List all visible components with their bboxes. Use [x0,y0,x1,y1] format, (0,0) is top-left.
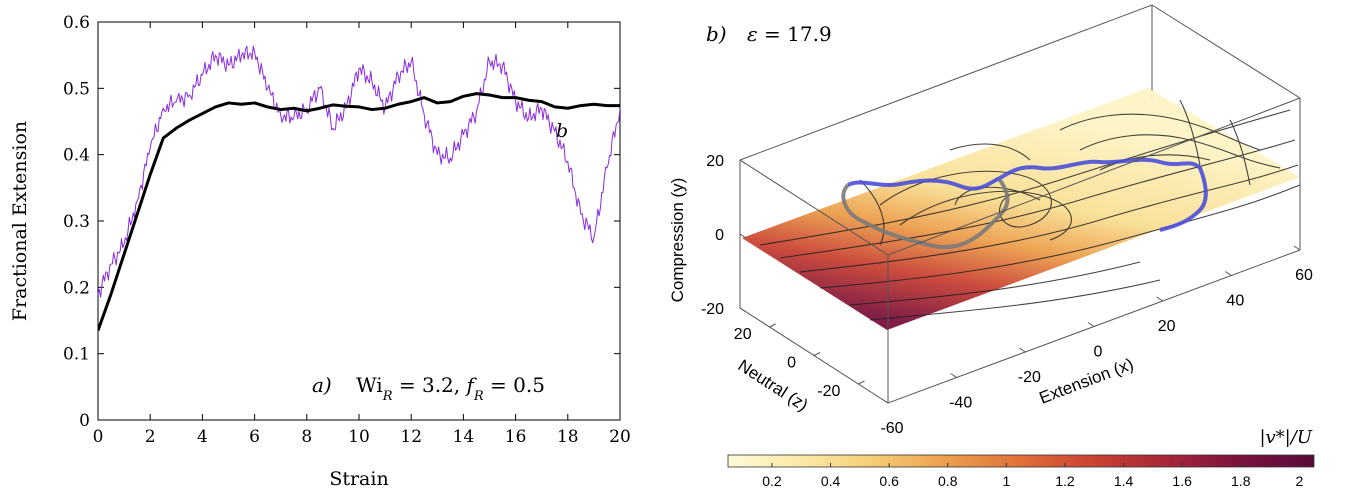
axis-ticks-a: 0 2 4 6 8 10 12 14 16 18 20 0 0.1 0.2 0.3 0.4 0.5 0.6 [63,13,631,447]
y-tick-mark-b-0 [739,307,747,313]
series-line-trajectory [98,45,620,298]
y-tick-label-b-2: 20 [706,153,724,170]
annotation-f-value: = 0.5 [484,373,545,397]
polymer-chain-blue [846,157,1208,232]
x-tick-label-a-3: 6 [249,427,260,447]
colorbar-tick-label-4: 1 [1002,473,1010,489]
axis-ticks-b: -60 -40 -20 0 20 40 60 -20 0 20 20 0 -20 [701,153,1313,437]
x-tick-mark-b-6 [1293,245,1301,251]
x-tick-mark-b-3 [1087,322,1095,327]
colorbar [727,454,1315,468]
x-tick-label-a-0: 0 [93,427,104,447]
colorbar-label: |v*|/U [1259,427,1312,448]
x-tick-mark-b-2 [1019,347,1026,353]
title-symbol-b: ε [747,22,758,46]
streamlines [759,99,1301,321]
annotation-wi-sub: R [382,389,393,404]
z-tick-mark-b-0 [769,323,776,328]
y-tick-label-b-0: -20 [701,301,724,318]
x-tick-mark-b-1 [950,373,957,378]
x-tick-label-a-2: 4 [197,427,208,447]
x-tick-mark-b-0 [881,398,889,404]
x-tick-mark-b-5 [1225,271,1232,276]
x-tick-label-a-5: 10 [348,427,370,447]
x-tick-label-a-4: 8 [301,427,312,447]
series-lines-a [98,45,620,331]
z-tick-label-b-1: 0 [787,355,796,372]
x-axis-label-b: Extension (x) [1037,354,1136,407]
x-tick-label-b-1: -40 [949,395,972,412]
y-tick-label-b-1: 0 [715,227,724,244]
y-tick-mark-b-2 [739,159,747,165]
y-tick-label-a-3: 0.3 [63,212,90,232]
x-tick-label-b-5: 40 [1226,293,1244,310]
curve-label-b: b [556,120,568,142]
annotation-f-sub: R [473,389,484,404]
velocity-plane [742,88,1300,330]
y-axis-label-a: Fractional Extension [9,121,31,321]
colorbar-tick-label-5: 1.2 [1055,473,1075,489]
colorbar-tick-label-2: 0.6 [879,473,899,489]
annotation-wi: Wi [356,373,383,397]
x-tick-label-a-8: 16 [505,427,527,447]
x-tick-label-b-4: 20 [1158,318,1176,335]
annotation-wi-value: = 3.2, [393,373,467,397]
colorbar-tick-label-9: 2 [1295,473,1303,489]
x-tick-label-b-6: 60 [1295,267,1313,284]
z-tick-label-b-2: -20 [817,383,840,400]
y-axis-label-b: Compression (y) [668,178,687,303]
x-tick-label-b-3: 0 [1094,344,1103,361]
colorbar-tick-label-6: 1.4 [1114,473,1134,489]
colorbar-tick-label-8: 1.8 [1231,473,1251,489]
plot-frame-a [97,21,621,421]
x-axis-label-a: Strain [329,468,388,490]
x-tick-label-b-2: -20 [1018,369,1041,386]
x-tick-label-a-7: 14 [453,427,475,447]
panel-a: 0 2 4 6 8 10 12 14 16 18 20 0 0.1 0.2 0.3 0.4 0.5 0.6 b S… [9,13,631,490]
x-tick-label-a-6: 12 [400,427,422,447]
y-tick-label-a-5: 0.5 [63,79,90,99]
colorbar-ticks: 0.2 0.4 0.6 0.8 1 1.2 1.4 1.6 1.8 2 [762,463,1303,489]
colorbar-tick-label-0: 0.2 [762,473,782,489]
y-tick-label-a-0: 0 [79,411,90,431]
panel-label-a: a) [312,373,332,397]
colorbar-tick-label-3: 0.8 [938,473,958,489]
x-tick-label-b-0: -60 [880,420,903,437]
x-tick-label-a-10: 20 [609,427,631,447]
x-tick-mark-b-4 [1156,296,1163,302]
series-line-mean [98,92,620,331]
y-tick-label-a-1: 0.1 [63,345,90,365]
z-tick-mark-b-2 [858,380,865,385]
panel-b: -60 -40 -20 0 20 40 60 -20 0 20 20 0 -20 Extension (… [668,4,1315,489]
y-tick-label-a-6: 0.6 [63,13,90,33]
panel-annotation-a: a) WiR = 3.2, fR = 0.5 [312,373,545,404]
title-value-b: = 17.9 [758,22,832,46]
colorbar-tick-label-1: 0.4 [821,473,841,489]
panel-title-b: b) ε = 17.9 [706,22,832,46]
z-axis-label-b: Neutral (z) [735,356,812,415]
z-tick-label-b-0: 20 [734,326,752,343]
panel-label-b: b) [706,22,727,46]
y-tick-label-a-2: 0.2 [63,278,90,298]
y-tick-label-a-4: 0.4 [63,146,90,166]
colorbar-tick-label-7: 1.6 [1172,473,1192,489]
x-tick-label-a-9: 18 [557,427,579,447]
x-tick-label-a-1: 2 [145,427,156,447]
z-tick-mark-b-1 [813,352,821,356]
polymer-chain-gray [841,178,1010,250]
y-tick-mark-b-1 [739,233,747,239]
